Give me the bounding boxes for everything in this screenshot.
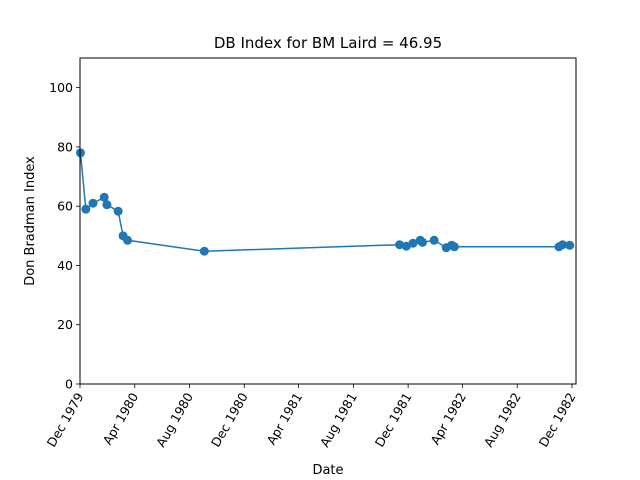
data-point [429, 235, 439, 245]
axes-frame [79, 57, 577, 385]
y-axis-label: Don Bradman Index [23, 156, 38, 286]
data-point [565, 240, 575, 250]
data-point [81, 204, 91, 214]
y-tick-label: 20 [57, 317, 73, 332]
data-point [417, 237, 427, 247]
data-point [408, 238, 418, 248]
data-point [88, 198, 98, 208]
y-tick-label: 60 [57, 199, 73, 214]
data-point [395, 240, 405, 250]
data-point [199, 246, 209, 256]
data-point [99, 192, 109, 202]
chart-title: DB Index for BM Laird = 46.95 [214, 34, 442, 52]
data-point [401, 241, 411, 251]
x-axis-label: Date [312, 463, 343, 478]
data-point [113, 206, 123, 216]
data-point [449, 242, 459, 252]
y-tick-label: 40 [57, 258, 73, 273]
data-point [558, 240, 568, 250]
y-tick-label: 100 [49, 80, 73, 95]
y-tick-label: 0 [65, 377, 73, 392]
data-point [102, 200, 112, 210]
data-point [123, 235, 133, 245]
y-tick-label: 80 [57, 139, 73, 154]
